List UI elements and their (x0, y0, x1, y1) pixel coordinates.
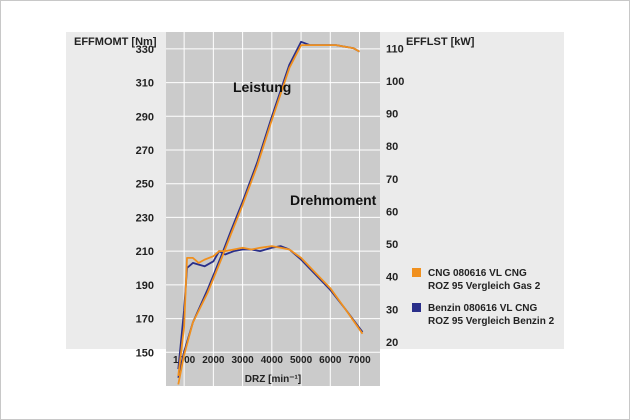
x-axis-ticks: 1000 2000 3000 4000 5000 6000 7000 (173, 355, 371, 366)
series-line-cng-power (177, 44, 360, 385)
legend-label-cng-line2: ROZ 95 Vergleich Gas 2 (428, 281, 541, 292)
x-tick-label: 2000 (202, 355, 225, 366)
left-tick-label: 330 (136, 44, 154, 56)
left-tick-label: 170 (136, 314, 154, 326)
legend-label-cng: CNG 080616 VL CNG (428, 268, 527, 279)
left-axis-ticks: 150 170 190 210 230 250 270 290 310 330 (136, 44, 154, 359)
legend: CNG 080616 VL CNG ROZ 95 Vergleich Gas 2… (412, 268, 555, 327)
legend-swatch-benzin (412, 303, 421, 312)
series-lines (177, 40, 364, 385)
right-tick-label: 100 (386, 76, 404, 88)
x-tick-label: 5000 (290, 355, 313, 366)
left-tick-label: 270 (136, 145, 154, 157)
right-axis-title: EFFLST [kW] (406, 36, 475, 48)
series-line-cng-torque (177, 245, 364, 377)
left-tick-label: 190 (136, 280, 154, 292)
legend-swatch-cng (412, 268, 421, 277)
right-tick-label: 80 (386, 141, 398, 153)
left-tick-label: 150 (136, 347, 154, 359)
plot-background (166, 32, 380, 386)
left-tick-label: 250 (136, 179, 154, 191)
right-tick-label: 50 (386, 239, 398, 251)
left-tick-label: 210 (136, 246, 154, 258)
right-tick-label: 40 (386, 272, 398, 284)
right-tick-label: 60 (386, 206, 398, 218)
legend-label-benzin: Benzin 080616 VL CNG (428, 303, 538, 314)
x-axis-title: DRZ [min⁻¹] (245, 374, 301, 385)
right-tick-label: 30 (386, 304, 398, 316)
right-tick-label: 20 (386, 337, 398, 349)
left-tick-label: 290 (136, 111, 154, 123)
left-tick-label: 310 (136, 78, 154, 90)
series-line-benzin-torque (177, 245, 364, 370)
x-tick-label: 6000 (319, 355, 342, 366)
annotation-torque: Drehmoment (290, 192, 377, 208)
x-tick-label: 4000 (261, 355, 284, 366)
annotation-power: Leistung (233, 79, 291, 95)
right-tick-label: 70 (386, 174, 398, 186)
x-tick-label: 1000 (173, 355, 196, 366)
left-axis-title: EFFMOMT [Nm] (74, 36, 157, 48)
left-tick-label: 230 (136, 212, 154, 224)
grid (166, 32, 380, 386)
right-axis-ticks: 20 30 40 50 60 70 80 90 100 110 (386, 43, 404, 349)
legend-label-benzin-line2: ROZ 95 Vergleich Benzin 2 (428, 316, 555, 327)
right-tick-label: 90 (386, 109, 398, 121)
x-tick-label: 7000 (348, 355, 371, 366)
right-tick-label: 110 (386, 43, 404, 55)
x-tick-label: 3000 (231, 355, 254, 366)
